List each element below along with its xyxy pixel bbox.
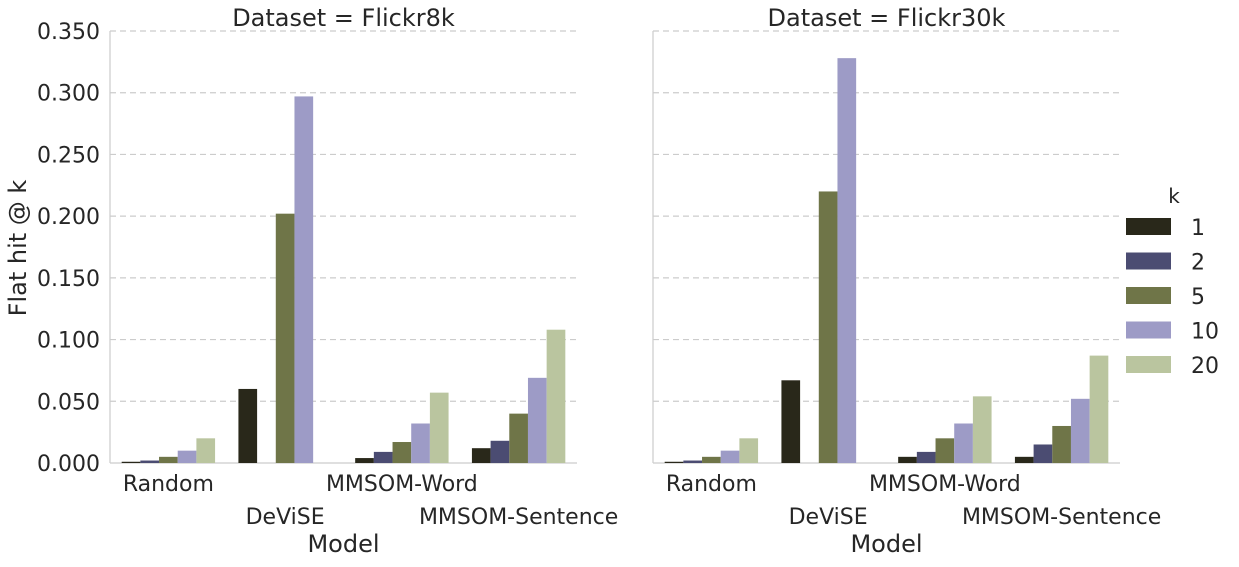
bar-mmsom-word-k2 <box>373 451 393 463</box>
x-tick-label: DeViSE <box>246 505 325 530</box>
legend-swatch <box>1126 287 1171 304</box>
bar-mmsom-word-k10 <box>954 423 973 463</box>
bar-random-k5 <box>159 456 178 463</box>
bar-devise-k10 <box>294 96 314 463</box>
bar-random-k1 <box>121 461 141 463</box>
bar-devise-k1 <box>781 380 801 463</box>
panel-title: Dataset = Flickr8k <box>232 4 455 32</box>
x-axis-label: Model <box>307 530 379 558</box>
bar-mmsom-word-k20 <box>429 392 449 463</box>
bar-mmsom-sentence-k5 <box>509 413 528 463</box>
bar-devise-k5 <box>275 213 295 463</box>
y-tick-label: 0.350 <box>37 20 100 45</box>
bar-random-k2 <box>140 460 160 463</box>
x-tick-label: Random <box>123 472 214 497</box>
bar-mmsom-sentence-k5 <box>1052 425 1071 463</box>
legend-label: 2 <box>1191 251 1205 276</box>
bar-mmsom-sentence-k1 <box>1014 456 1034 463</box>
bar-mmsom-word-k1 <box>355 458 374 463</box>
legend-swatch <box>1126 252 1171 270</box>
y-tick-label: 0.050 <box>37 390 100 415</box>
y-axis-label: Flat hit @ k <box>4 180 32 317</box>
legend-title: k <box>1168 184 1180 208</box>
bar-random-k20 <box>739 438 759 463</box>
x-tick-label: DeViSE <box>789 505 868 530</box>
bar-random-k1 <box>664 461 684 463</box>
bar-mmsom-sentence-k2 <box>490 440 510 463</box>
panel-1: Dataset = Flickr8k 0.000 0.050 0.100 0.150 0.… <box>37 4 618 558</box>
x-tick-label: Random <box>666 472 757 497</box>
legend-label: 20 <box>1191 354 1219 379</box>
legend-label: 5 <box>1191 285 1205 310</box>
bar-random-k20 <box>196 438 216 463</box>
y-tick-label: 0.000 <box>37 452 100 477</box>
y-tick-label: 0.100 <box>37 329 100 354</box>
y-tick-label: 0.250 <box>37 143 100 168</box>
bar-mmsom-word-k5 <box>392 442 412 463</box>
bar-random-k10 <box>720 450 740 463</box>
x-tick-label: MMSOM-Word <box>869 472 1021 497</box>
bar-mmsom-word-k2 <box>916 451 936 463</box>
bar-mmsom-sentence-k1 <box>471 448 491 463</box>
y-tick-label: 0.200 <box>37 205 100 230</box>
legend: 1 2 5 10 20 <box>1126 216 1219 379</box>
legend-swatch <box>1126 218 1171 235</box>
bar-random-k5 <box>702 456 721 463</box>
x-axis-label: Model <box>850 530 922 558</box>
x-tick-label: MMSOM-Sentence <box>419 505 618 530</box>
y-tick-label: 0.150 <box>37 267 100 292</box>
y-tick-label: 0.300 <box>37 82 100 107</box>
bar-mmsom-sentence-k10 <box>527 377 547 463</box>
panel-2: Dataset = Flickr30k Random DeViSEMMSOM-Wor… <box>652 4 1161 558</box>
legend-label: 1 <box>1191 216 1205 241</box>
panel-title: Dataset = Flickr30k <box>768 4 1006 32</box>
x-tick-label: MMSOM-Sentence <box>962 505 1161 530</box>
legend-swatch <box>1126 321 1171 339</box>
bar-devise-k1 <box>238 388 258 463</box>
bar-devise-k5 <box>818 191 838 463</box>
bar-random-k2 <box>683 460 703 463</box>
bar-mmsom-word-k5 <box>935 438 955 463</box>
legend-label: 10 <box>1191 320 1219 345</box>
bar-mmsom-sentence-k2 <box>1033 444 1053 463</box>
legend-swatch <box>1126 356 1171 373</box>
bar-mmsom-sentence-k20 <box>1089 355 1109 463</box>
bar-random-k10 <box>177 450 197 463</box>
bar-mmsom-word-k10 <box>411 423 430 463</box>
bar-mmsom-word-k1 <box>898 456 917 463</box>
bar-mmsom-sentence-k20 <box>546 329 566 463</box>
bar-mmsom-sentence-k10 <box>1070 398 1090 463</box>
bar-devise-k10 <box>837 58 857 463</box>
bar-mmsom-word-k20 <box>972 396 992 463</box>
x-tick-label: MMSOM-Word <box>326 472 478 497</box>
